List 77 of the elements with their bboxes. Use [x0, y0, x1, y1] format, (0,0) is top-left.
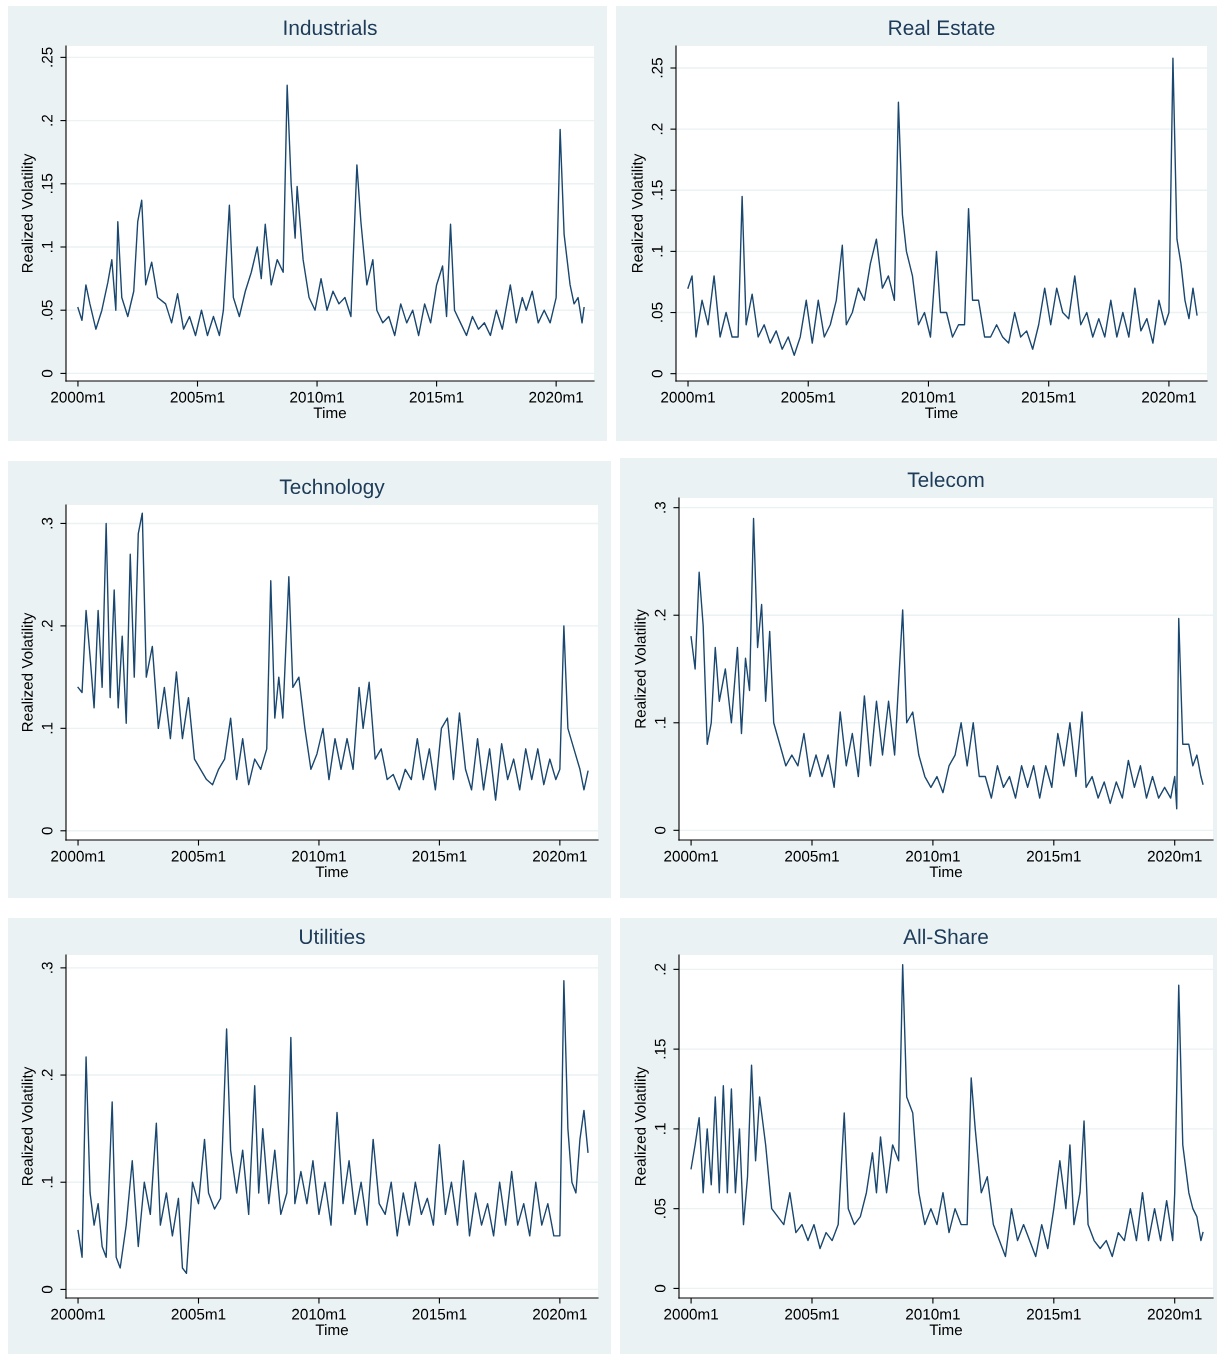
x-tick-label: 2000m1 — [661, 391, 715, 403]
y-tick-label: .1 — [41, 1176, 53, 1188]
y-tick-label: .05 — [651, 302, 663, 322]
y-tick-label: .15 — [654, 1039, 666, 1059]
y-tick-label: .2 — [41, 114, 53, 126]
x-tick-label: 2010m1 — [906, 1308, 960, 1320]
x-tick-label: 2015m1 — [1021, 391, 1076, 403]
x-tick-label: 2010m1 — [292, 1308, 346, 1320]
y-axis-title: Realized Volatility — [21, 153, 36, 273]
x-tick-label: 2000m1 — [664, 1308, 718, 1320]
y-tick-label: .2 — [41, 1069, 53, 1081]
x-tick-label: 2020m1 — [1147, 850, 1202, 862]
x-tick-label: 2010m1 — [906, 850, 960, 862]
y-tick-label: 0 — [654, 826, 666, 834]
y-axis-title: Realized Volatility — [631, 153, 646, 273]
y-tick-label: 0 — [41, 1285, 53, 1294]
y-tick-label: 0 — [651, 370, 663, 378]
x-tick-label: 2020m1 — [1142, 391, 1196, 403]
y-tick-label: .1 — [654, 1123, 666, 1134]
y-tick-label: .3 — [654, 501, 666, 513]
chart-title: Telecom — [907, 471, 984, 488]
x-tick-label: 2010m1 — [290, 391, 344, 403]
x-tick-label: 2010m1 — [292, 850, 346, 862]
x-axis-title: Time — [315, 866, 349, 878]
y-tick-label: .2 — [41, 620, 53, 631]
x-tick-label: 2005m1 — [785, 850, 839, 862]
x-tick-label: 2005m1 — [785, 1308, 839, 1320]
y-tick-label: 0 — [41, 827, 53, 835]
x-tick-label: 2020m1 — [529, 391, 584, 403]
y-tick-label: .2 — [654, 963, 666, 975]
y-tick-label: .1 — [651, 245, 663, 257]
y-tick-label: .2 — [654, 609, 666, 621]
x-axis-title: Time — [313, 407, 347, 419]
chart-title: Utilities — [300, 928, 365, 945]
chart-title: Technology — [279, 478, 385, 499]
x-tick-label: 2000m1 — [51, 850, 105, 862]
x-tick-label: 2020m1 — [533, 850, 587, 862]
y-tick-label: .2 — [651, 123, 663, 135]
chart-title: Industrials — [284, 19, 377, 36]
x-axis-title: Time — [929, 866, 963, 878]
y-axis-title: Realized Volatility — [634, 609, 649, 728]
x-tick-label: 2005m1 — [781, 391, 836, 403]
x-tick-label: 2000m1 — [51, 391, 105, 403]
y-tick-label: .25 — [41, 47, 53, 67]
y-tick-label: 0 — [41, 369, 53, 378]
y-tick-label: .3 — [41, 962, 53, 973]
x-tick-label: 2005m1 — [171, 850, 226, 862]
y-tick-label: .15 — [41, 173, 53, 194]
chart-title: All-Share — [903, 928, 988, 945]
y-tick-label: .05 — [41, 300, 53, 320]
x-tick-label: 2020m1 — [533, 1308, 587, 1320]
x-tick-label: 2005m1 — [170, 391, 225, 403]
x-tick-label: 2005m1 — [171, 1308, 226, 1320]
y-axis-title: Realized Volatility — [21, 1066, 36, 1186]
y-tick-label: .1 — [41, 722, 53, 734]
x-tick-label: 2000m1 — [664, 850, 718, 862]
y-axis-title: Realized Volatility — [21, 612, 36, 732]
y-tick-label: .1 — [654, 717, 666, 728]
y-tick-label: 0 — [654, 1284, 666, 1293]
chart-title: Real Estate — [889, 19, 995, 36]
y-axis-title: Realized Volatility — [634, 1066, 649, 1186]
x-axis-title: Time — [925, 407, 958, 419]
x-tick-label: 2015m1 — [1026, 1308, 1081, 1320]
x-tick-label: 2015m1 — [409, 391, 464, 403]
y-tick-label: .05 — [654, 1198, 666, 1218]
x-tick-label: 2020m1 — [1147, 1308, 1202, 1320]
x-tick-label: 2015m1 — [412, 850, 467, 862]
x-axis-title: Time — [315, 1324, 349, 1336]
y-tick-label: .3 — [41, 517, 53, 529]
y-tick-label: .1 — [41, 241, 53, 252]
y-tick-label: .15 — [651, 180, 663, 200]
x-tick-label: 2015m1 — [1026, 850, 1081, 862]
x-tick-label: 2000m1 — [51, 1308, 105, 1320]
y-tick-label: .25 — [651, 58, 663, 78]
x-tick-label: 2015m1 — [412, 1308, 467, 1320]
x-axis-title: Time — [929, 1324, 963, 1336]
x-tick-label: 2010m1 — [901, 391, 956, 403]
